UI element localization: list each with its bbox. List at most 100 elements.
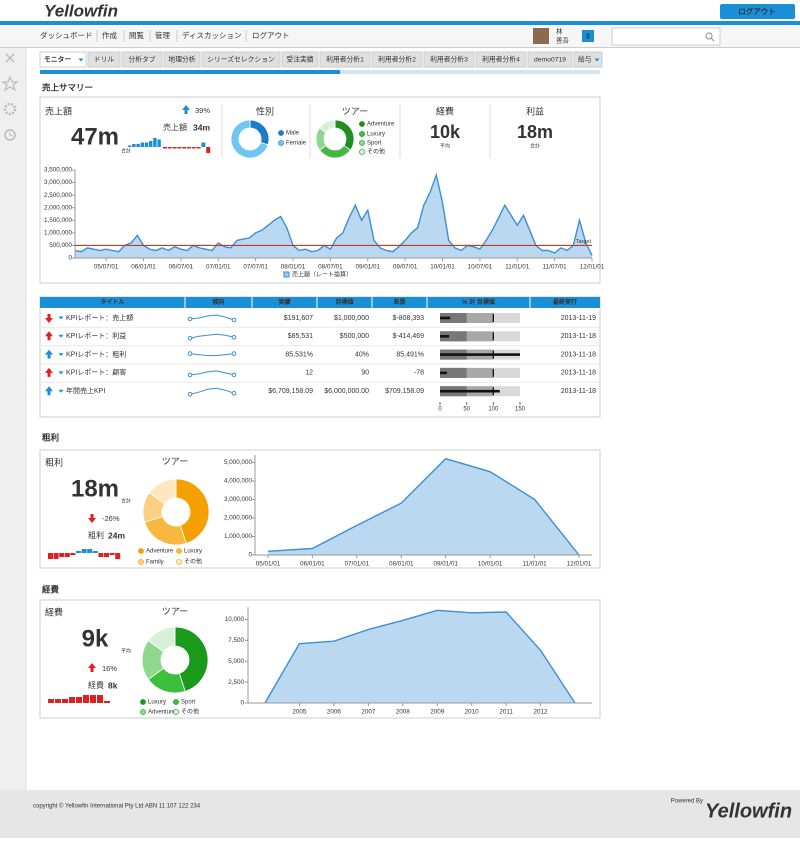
tab[interactable]: [423, 51, 475, 68]
kpi-title[interactable]: KPIレポート：粗利: [66, 349, 126, 358]
x-tick-label: 05/07/01: [94, 264, 119, 271]
mini-bar: [177, 147, 182, 149]
history-icon: [9, 134, 13, 137]
actual: $6,709,158.09: [268, 388, 313, 395]
nav-item[interactable]: 作成: [102, 30, 117, 40]
x-tick-label: 09/07/01: [393, 264, 418, 271]
y-tick-label: 3,000,000: [224, 496, 253, 503]
tab-label[interactable]: 利用者分析1: [326, 54, 364, 63]
tab[interactable]: [475, 51, 527, 68]
variance: $-414,469: [392, 333, 424, 340]
kpi-label: 利益: [526, 105, 544, 116]
tab[interactable]: [281, 51, 319, 68]
column-header[interactable]: タイトル: [100, 298, 124, 306]
tab-label[interactable]: 地理分析: [168, 54, 195, 63]
kpi-compare-label: 経費: [88, 680, 104, 690]
tab[interactable]: [87, 51, 121, 68]
y-tick-label: 10,000: [225, 616, 245, 623]
nav-item[interactable]: ダッシュボード: [40, 30, 93, 40]
kpi-value: 47m: [71, 123, 119, 150]
nav-item[interactable]: 閲覧: [129, 30, 144, 40]
column-header[interactable]: 最終実行: [553, 298, 577, 306]
x-tick-label: 07/01/01: [345, 561, 370, 568]
nav-item[interactable]: ディスカッション: [182, 30, 241, 40]
kpi-title[interactable]: 年間売上KPI: [66, 386, 105, 395]
nav-item[interactable]: ログアウト: [252, 30, 290, 40]
bullet-band: [440, 367, 467, 378]
logout-button[interactable]: [720, 4, 795, 19]
y-tick-label: 1,500,000: [44, 217, 73, 224]
column-header[interactable]: % 対 目標値: [462, 298, 495, 306]
x-tick-label: 2007: [361, 709, 376, 716]
mini-bar: [167, 147, 172, 149]
tab[interactable]: [201, 51, 281, 68]
trend-arrow: [88, 514, 96, 523]
x-tick-label: 11/01/01: [505, 264, 530, 271]
bullet-tick-label: 100: [488, 407, 499, 413]
kpi-title[interactable]: KPIレポート：顧客: [66, 368, 126, 377]
tab[interactable]: [371, 51, 423, 68]
search-box[interactable]: [611, 27, 721, 46]
footer-logo: Yellowfin: [705, 800, 792, 822]
close-icon: [5, 53, 15, 63]
actual: $85,531: [288, 333, 313, 340]
legend-dot: [140, 699, 146, 705]
tab-label[interactable]: ドリル: [94, 56, 115, 63]
tab-label[interactable]: 分析タブ: [128, 54, 155, 63]
kpi-value: 10k: [430, 122, 461, 142]
tab-label[interactable]: シリーズセレクション: [207, 54, 275, 63]
x-tick-label: 09/01/01: [356, 264, 381, 271]
logout-button-label[interactable]: ログアウト: [738, 6, 776, 16]
tab[interactable]: [573, 51, 603, 68]
nav-item[interactable]: 管理: [155, 30, 170, 40]
legend-dot: [140, 709, 146, 715]
copyright: copyright © Yellowfin International Pty …: [33, 803, 201, 810]
variance: -78: [414, 370, 424, 377]
kpi-sub: 合計: [121, 497, 131, 504]
caret-icon: [58, 371, 64, 375]
trend-arrow: [45, 349, 53, 359]
kpi-sub: 平均: [440, 142, 450, 149]
notification-badge[interactable]: [582, 30, 594, 42]
y-tick-label: 2,000,000: [44, 204, 73, 211]
legend-label: Adventure: [367, 122, 395, 128]
column-header[interactable]: 傾向: [211, 298, 224, 306]
tab-label[interactable]: 給与: [578, 54, 592, 63]
mini-bar: [132, 144, 136, 147]
bullet-band: [440, 331, 494, 342]
tab-label[interactable]: モニター: [44, 54, 71, 63]
y-tick-label: 1,000,000: [44, 230, 73, 237]
target: $1,000,000: [334, 315, 369, 322]
x-tick-label: 08/01/01: [281, 264, 306, 271]
donut-slice: [174, 626, 209, 692]
column-header[interactable]: 差異: [393, 298, 405, 306]
tab[interactable]: [527, 51, 573, 68]
tab[interactable]: [319, 51, 371, 68]
tab-label[interactable]: 受注実績: [286, 54, 313, 63]
tab-label[interactable]: 利用者分析2: [378, 54, 416, 63]
kpi-title[interactable]: KPIレポート：売上額: [66, 313, 133, 322]
column-header[interactable]: 実績: [278, 298, 290, 306]
column-header[interactable]: 目標値: [335, 298, 353, 306]
actual: $191,607: [284, 315, 313, 322]
trend-line: [189, 314, 235, 321]
trend-arrow: [45, 386, 53, 396]
kpi-compare-label: 売上額: [163, 122, 187, 132]
tab[interactable]: [121, 51, 163, 68]
y-tick-label: 1,000,000: [224, 533, 253, 540]
tab[interactable]: [163, 51, 201, 68]
mini-bar: [206, 147, 211, 153]
trend-end-dot: [187, 351, 193, 356]
actual: 85,531%: [285, 351, 313, 358]
y-tick-label: 2,000,000: [224, 515, 253, 522]
kpi-value: 9k: [82, 625, 109, 652]
notification-count[interactable]: 2: [586, 33, 590, 40]
tab-label[interactable]: 利用者分析3: [430, 54, 468, 63]
kpi-title[interactable]: KPIレポート：利益: [66, 331, 126, 340]
tab-label[interactable]: 利用者分析4: [482, 54, 520, 63]
area-line: [267, 457, 580, 556]
powered-by: Powered By: [671, 799, 703, 805]
tab-label[interactable]: demo0719: [534, 56, 566, 63]
tab[interactable]: [39, 51, 87, 68]
area-line: [74, 172, 593, 256]
